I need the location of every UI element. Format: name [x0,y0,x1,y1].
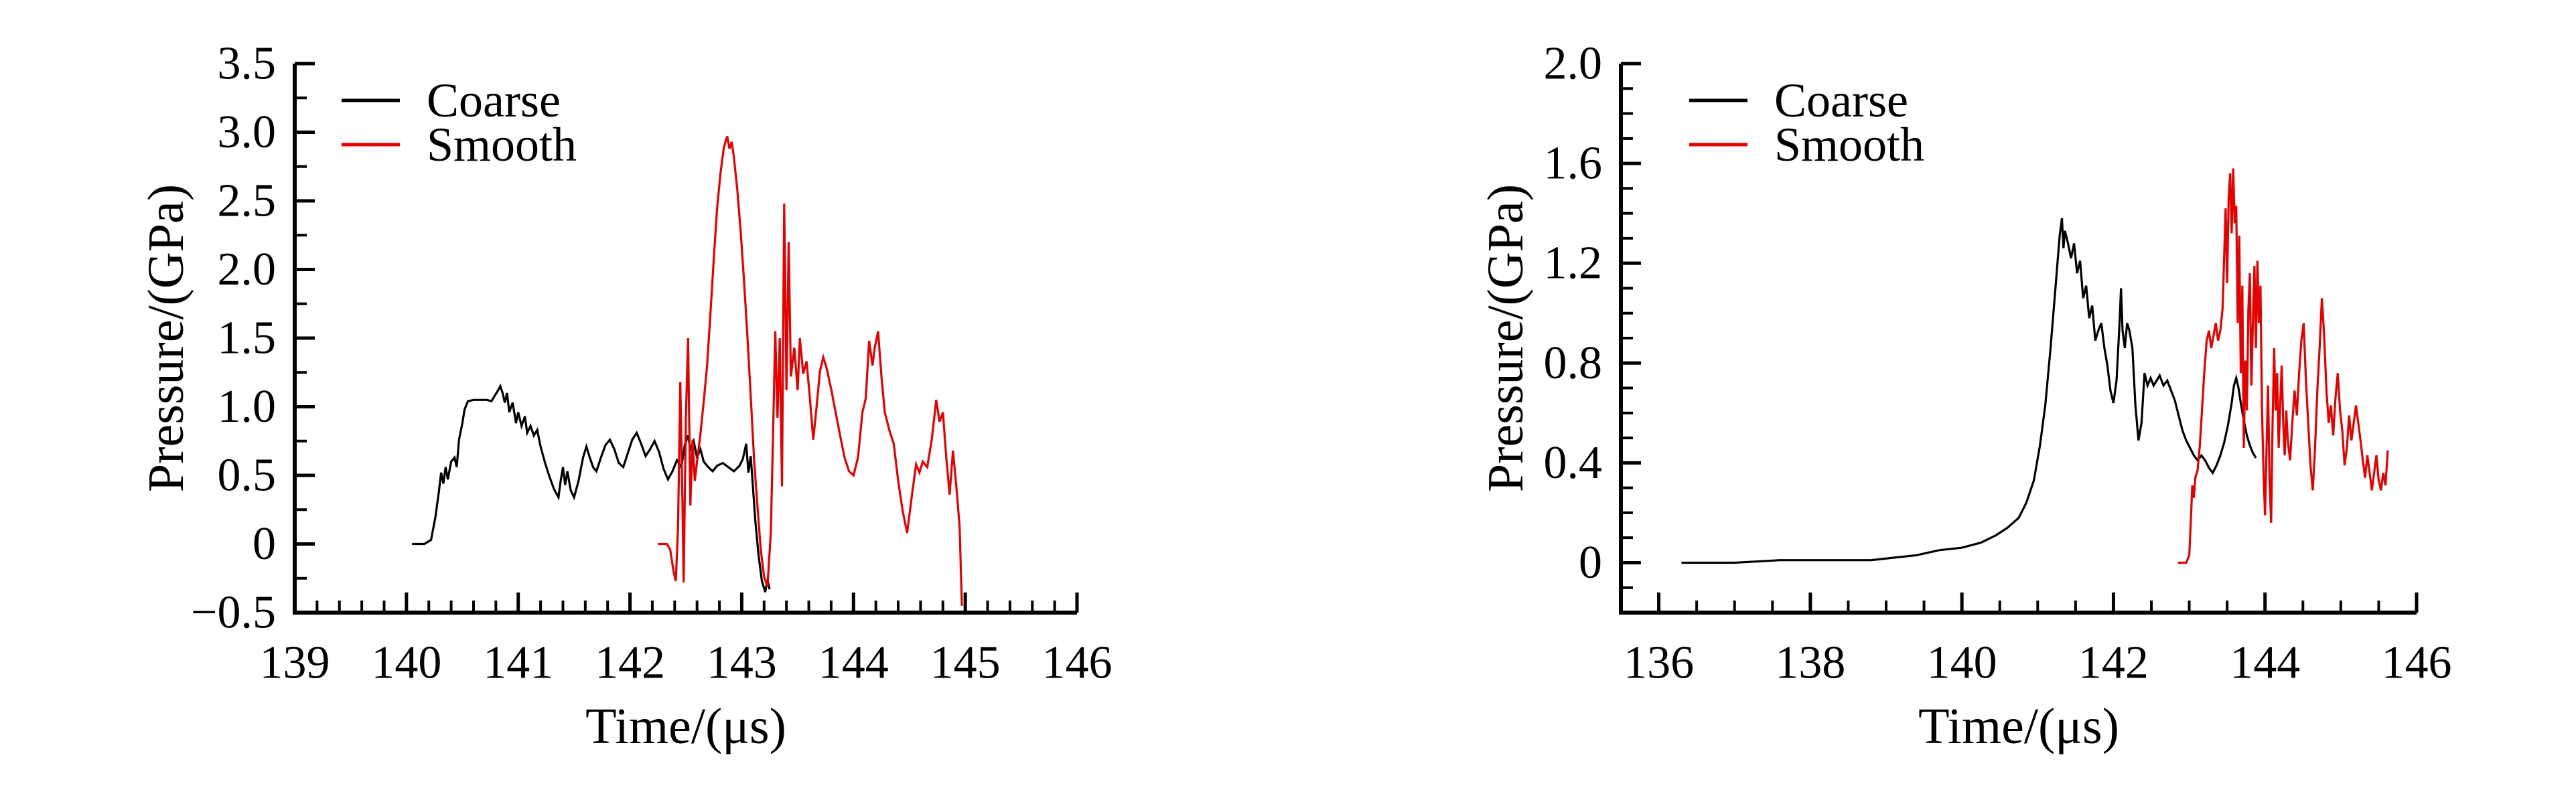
x-tick-label: 136 [1624,637,1694,689]
series-coarse-line [412,383,771,593]
legend-label-smooth: Smooth [1774,118,1924,171]
y-tick-label: 1.5 [218,313,277,364]
y-tick-label: −0.5 [191,587,276,639]
x-tick-label: 144 [2230,637,2300,689]
series-smooth-line [2177,168,2389,564]
x-tick-label: 138 [1775,637,1845,689]
y-tick-label: 0.5 [218,450,277,501]
x-tick-label: 146 [1042,637,1113,689]
x-tick-label: 145 [930,637,1001,689]
series-coarse-line [1681,218,2257,564]
y-axis-title: Pressure/(GPa) [138,184,194,492]
x-tick-label: 139 [260,637,330,689]
y-tick-label: 1.2 [1544,238,1603,289]
legend-label-smooth: Smooth [427,118,577,171]
x-tick-label: 141 [483,637,553,689]
x-axis-title: Time/(μs) [585,698,786,755]
y-tick-label: 2.0 [1544,38,1603,90]
y-tick-label: 3.5 [218,38,277,90]
y-tick-label: 0.8 [1544,337,1603,389]
x-tick-label: 140 [371,637,441,689]
x-tick-label: 146 [2382,637,2452,689]
x-tick-label: 142 [2078,637,2149,689]
x-tick-label: 143 [707,637,777,689]
x-tick-label: 142 [595,637,665,689]
chart-left-chart: 139 140 141 142 143 144 145 146 3.5 3.0 2.5 2.0 1.5 1… [138,38,1113,755]
legend-label-coarse: Coarse [427,74,561,127]
y-tick-label: 2.0 [218,244,277,295]
y-tick-label: 1.6 [1544,138,1603,189]
x-tick-label: 140 [1927,637,1997,689]
y-tick-label: 0.4 [1544,437,1603,489]
y-tick-label: 3.0 [218,106,277,158]
chart-right-chart: 136 138 140 142 144 146 2.0 1.6 1.2 0.8 0.4 0 Time/(… [1478,38,2452,755]
legend-label-coarse: Coarse [1774,74,1908,127]
y-axis-title: Pressure/(GPa) [1478,184,1534,492]
y-tick-label: 2.5 [218,175,277,227]
y-tick-label: 0 [253,518,276,570]
x-tick-label: 144 [818,637,889,689]
series-smooth-line [658,136,963,606]
y-tick-label: 1.0 [218,381,277,433]
y-tick-label: 0 [1579,537,1602,588]
x-axis-title: Time/(μs) [1918,698,2119,755]
